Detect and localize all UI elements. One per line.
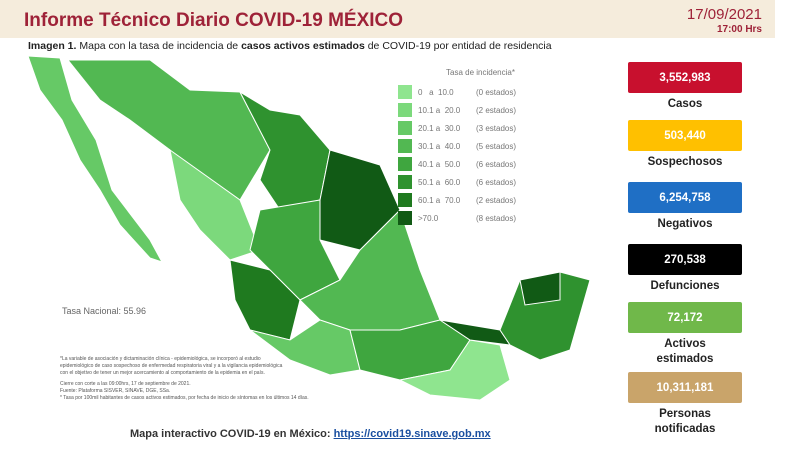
caption-text: Mapa con la tasa de incidencia de	[79, 40, 239, 52]
stat-label: Defunciones	[650, 280, 720, 292]
state	[27, 55, 164, 263]
legend-range: 30.1 a 40.0	[418, 141, 461, 151]
legend-count: (6 estados)	[476, 159, 517, 169]
state	[398, 339, 511, 401]
note-line: con el objetivo de tener un mejor acerca…	[60, 370, 265, 376]
legend-range: 0 a 10.0	[418, 87, 454, 97]
note-line: epidemiológico de caso sospechoso de enf…	[60, 363, 283, 369]
legend-row: 30.1 a 40.0 (5 estados)	[398, 137, 516, 155]
stat-value: 270,538	[628, 244, 742, 275]
legend-swatch	[398, 103, 412, 117]
legend: Tasa de incidencia* 0 a 10.0 (0 estados) 1…	[398, 68, 516, 227]
notes: *La variable de asociación y dictaminaci…	[60, 356, 360, 402]
legend-range: 60.1 a 70.0	[418, 195, 461, 205]
legend-range: 10.1 a 20.0	[418, 105, 461, 115]
footer-link[interactable]: https://covid19.sinave.gob.mx	[333, 428, 491, 440]
legend-row: 0 a 10.0 (0 estados)	[398, 83, 516, 101]
states	[27, 55, 591, 401]
legend-count: (0 estados)	[476, 87, 517, 97]
legend-row: 60.1 a 70.0 (2 estados)	[398, 191, 516, 209]
legend-row: 20.1 a 30.0 (3 estados)	[398, 119, 516, 137]
legend-row: 10.1 a 20.0 (2 estados)	[398, 101, 516, 119]
stat-value: 6,254,758	[628, 182, 742, 213]
caption-lead: Imagen 1.	[28, 40, 77, 52]
stat-value: 503,440	[628, 120, 742, 151]
time: 17:00 Hrs	[716, 24, 762, 35]
title: Informe Técnico Diario COVID-19 MÉXICO	[24, 10, 404, 31]
legend-count: (6 estados)	[476, 177, 517, 187]
legend-count: (3 estados)	[476, 123, 517, 133]
stat-label: Casos	[667, 98, 703, 110]
legend-range: >70.0	[418, 213, 439, 223]
legend-title: Tasa de incidencia*	[446, 68, 515, 77]
stat-label: Personas notificadas	[654, 408, 716, 435]
national-rate: Tasa Nacional: 55.96	[62, 306, 147, 316]
legend-count: (5 estados)	[476, 141, 517, 151]
note-line: * Tasa por 100mil habitantes de casos ac…	[60, 395, 309, 401]
legend-range: 50.1 a 60.0	[418, 177, 461, 187]
footer-text: Mapa interactivo COVID-19 en México:	[130, 428, 331, 440]
legend-swatch	[398, 175, 412, 189]
caption-text: de COVID-19 por entidad de residencia	[367, 40, 552, 52]
legend-count: (2 estados)	[476, 195, 517, 205]
legend-swatch	[398, 157, 412, 171]
legend-row: 40.1 a 50.0 (6 estados)	[398, 155, 516, 173]
note-line: Cierre con corte a las 09:00hrs, 17 de s…	[60, 381, 191, 387]
header-band	[0, 0, 775, 38]
caption: Imagen 1. Mapa con la tasa de incidencia…	[28, 40, 552, 52]
legend-range: 40.1 a 50.0	[418, 159, 461, 169]
stat-value: 10,311,181	[628, 372, 742, 403]
note-line: Fuente: Plataforma SISVER, SINAVE, DGE, …	[60, 388, 171, 394]
legend-swatch	[398, 139, 412, 153]
date: 17/09/2021	[686, 6, 762, 23]
stat-label: Activos estimados	[656, 338, 714, 365]
caption-bold: casos activos estimados	[241, 40, 365, 52]
legend-row: >70.0 (8 estados)	[398, 209, 516, 227]
stat-label: Negativos	[657, 218, 713, 230]
footer: Mapa interactivo COVID-19 en México: htt…	[130, 428, 491, 440]
note-line: *La variable de asociación y dictaminaci…	[60, 356, 261, 362]
legend-swatch	[398, 211, 412, 225]
legend-rows: 0 a 10.0 (0 estados) 10.1 a 20.0 (2 estados…	[398, 83, 516, 227]
stat-label: Sospechosos	[647, 156, 723, 168]
legend-swatch	[398, 193, 412, 207]
map	[27, 55, 591, 401]
stat-value: 72,172	[628, 302, 742, 333]
legend-swatch	[398, 85, 412, 99]
legend-count: (2 estados)	[476, 105, 517, 115]
state	[519, 271, 561, 306]
legend-swatch	[398, 121, 412, 135]
stat-value: 3,552,983	[628, 62, 742, 93]
legend-count: (8 estados)	[476, 213, 517, 223]
legend-row: 50.1 a 60.0 (6 estados)	[398, 173, 516, 191]
legend-range: 20.1 a 30.0	[418, 123, 461, 133]
